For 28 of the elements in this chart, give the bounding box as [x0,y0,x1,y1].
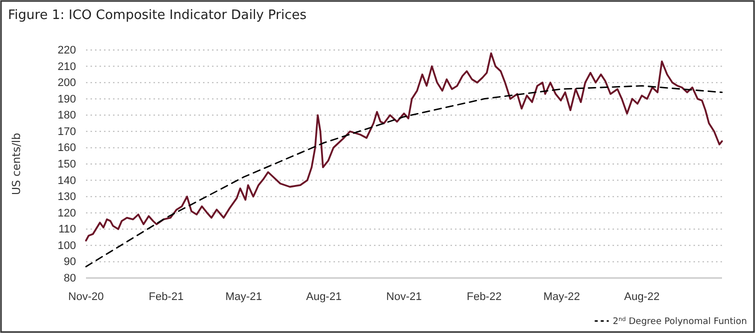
y-axis-title: US cents/lb [10,132,23,196]
y-tick-label: 120 [58,207,76,220]
x-tick-label: Nov-20 [68,290,104,303]
y-tick-label: 150 [58,158,76,171]
x-tick-label: Feb-22 [466,290,502,303]
y-tick-label: 160 [58,142,76,154]
y-tick-label: 210 [58,60,76,73]
x-tick-label: Aug-22 [624,290,660,303]
line-series [85,52,723,242]
x-tick-label: May-21 [225,290,262,303]
y-tick-label: 100 [58,240,76,252]
y-tick-label: 110 [58,224,76,236]
y-tick-label: 80 [64,272,76,285]
chart-title: Figure 1: ICO Composite Indicator Daily Prices [8,8,307,23]
x-tick-label: May-22 [543,290,580,303]
y-tick-label: 170 [58,126,76,138]
y-tick-label: 130 [58,191,76,204]
y-tick-label: 140 [58,174,76,187]
line-series [85,85,723,268]
y-tick-label: 200 [58,77,76,90]
y-tick-label: 220 [58,44,76,57]
x-tick-label: Feb-21 [148,290,184,303]
x-tick-label: Aug-21 [306,290,342,303]
y-tick-label: 180 [58,110,76,122]
x-tick-label: Nov-21 [386,290,422,303]
legend-label: 2$^{nd}$ Degree Polynomal Funtion [612,316,747,327]
y-tick-label: 90 [64,256,76,268]
y-tick-label: 190 [58,93,76,106]
